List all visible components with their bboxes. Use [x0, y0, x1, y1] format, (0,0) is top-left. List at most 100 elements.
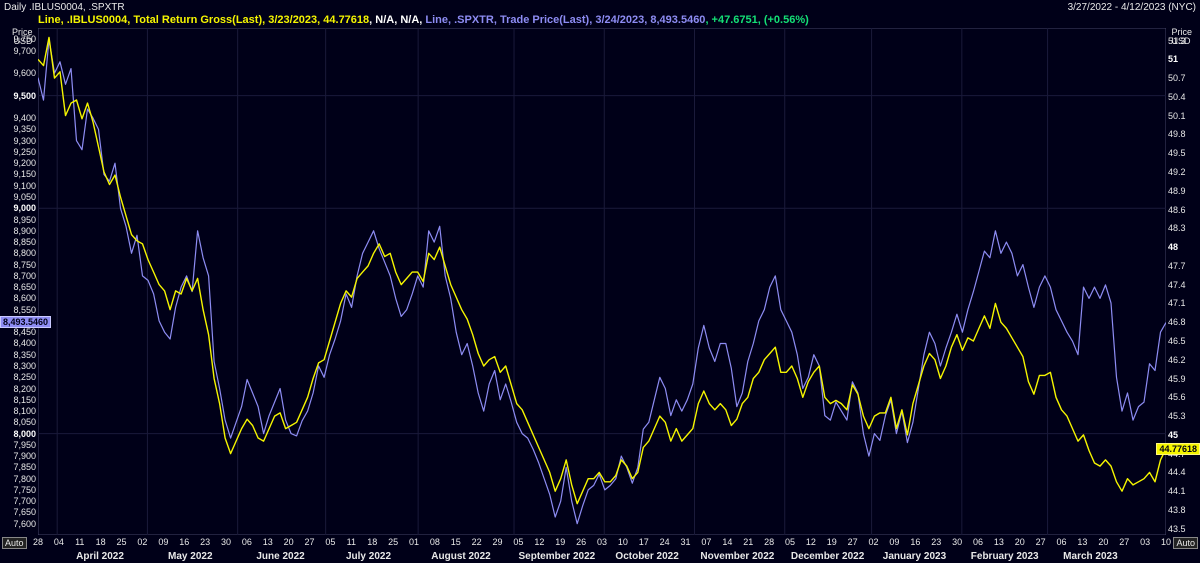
x-month-label: January 2023: [883, 551, 946, 562]
y-tick-left: 9,600: [13, 68, 36, 78]
y-tick-left: 8,050: [13, 417, 36, 427]
x-tick-day: 02: [137, 537, 147, 547]
y-tick-right: 46.5: [1168, 336, 1186, 346]
auto-scale-right-button[interactable]: Auto: [1173, 537, 1198, 549]
x-tick-day: 09: [158, 537, 168, 547]
y-tick-left: 9,050: [13, 192, 36, 202]
y-tick-left: 7,600: [13, 519, 36, 529]
x-tick-day: 14: [722, 537, 732, 547]
x-tick-day: 18: [367, 537, 377, 547]
y-tick-left: 8,850: [13, 237, 36, 247]
x-tick-day: 17: [639, 537, 649, 547]
series-line-.SPXTR: [38, 39, 1166, 523]
x-tick-day: 12: [534, 537, 544, 547]
y-tick-left: 7,700: [13, 496, 36, 506]
y-tick-right: 48.6: [1168, 205, 1186, 215]
y-tick-left: 8,800: [13, 248, 36, 258]
y-tick-right: 45.9: [1168, 374, 1186, 384]
y-tick-left: 8,350: [13, 350, 36, 360]
x-month-label: May 2022: [168, 551, 212, 562]
y-tick-left: 9,300: [13, 136, 36, 146]
legend: Line, .IBLUS0004, Total Return Gross(Las…: [38, 14, 809, 26]
left-price-badge: 8,493.5460: [0, 316, 51, 328]
y-tick-left: 8,900: [13, 226, 36, 236]
right-y-axis: 51.35150.750.450.149.849.549.248.948.648…: [1168, 28, 1200, 535]
x-tick-day: 23: [200, 537, 210, 547]
x-tick-day: 21: [743, 537, 753, 547]
y-tick-left: 9,500: [13, 91, 36, 101]
y-tick-left: 7,850: [13, 462, 36, 472]
x-tick-day: 06: [973, 537, 983, 547]
x-tick-day: 27: [1036, 537, 1046, 547]
y-tick-left: 8,450: [13, 327, 36, 337]
y-tick-right: 48: [1168, 242, 1178, 252]
y-tick-right: 47.7: [1168, 261, 1186, 271]
x-tick-day: 23: [931, 537, 941, 547]
x-tick-day: 20: [1098, 537, 1108, 547]
x-month-label: October 2022: [615, 551, 678, 562]
y-tick-left: 9,400: [13, 113, 36, 123]
y-tick-right: 45: [1168, 430, 1178, 440]
x-month-label: July 2022: [346, 551, 391, 562]
date-range: 3/27/2022 - 4/12/2023 (NYC): [1068, 2, 1196, 13]
x-tick-day: 10: [618, 537, 628, 547]
y-tick-right: 46.8: [1168, 317, 1186, 327]
x-tick-day: 27: [1119, 537, 1129, 547]
y-tick-right: 47.1: [1168, 298, 1186, 308]
y-tick-left: 8,750: [13, 260, 36, 270]
x-tick-day: 30: [952, 537, 962, 547]
y-tick-left: 9,350: [13, 124, 36, 134]
x-tick-day: 20: [1015, 537, 1025, 547]
x-month-label: April 2022: [76, 551, 124, 562]
y-tick-right: 49.5: [1168, 148, 1186, 158]
y-tick-left: 7,900: [13, 451, 36, 461]
x-tick-day: 13: [994, 537, 1004, 547]
y-tick-left: 8,700: [13, 271, 36, 281]
legend-change: , +47.6751, (+0.56%): [705, 14, 808, 26]
x-tick-day: 11: [347, 537, 356, 547]
x-tick-day: 10: [1161, 537, 1171, 547]
x-tick-day: 05: [785, 537, 795, 547]
x-tick-day: 16: [179, 537, 189, 547]
x-tick-day: 05: [325, 537, 335, 547]
y-tick-right: 47.4: [1168, 280, 1186, 290]
chart-plot-area[interactable]: [38, 28, 1166, 535]
y-tick-left: 8,950: [13, 215, 36, 225]
x-tick-day: 20: [284, 537, 294, 547]
legend-series-2: Line, .SPXTR, Trade Price(Last), 3/24/20…: [425, 14, 705, 26]
x-tick-day: 11: [75, 537, 84, 547]
x-tick-day: 02: [869, 537, 879, 547]
y-tick-right: 49.2: [1168, 167, 1186, 177]
y-tick-left: 7,650: [13, 507, 36, 517]
x-month-label: August 2022: [431, 551, 490, 562]
y-tick-left: 7,750: [13, 485, 36, 495]
x-tick-day: 04: [54, 537, 64, 547]
x-tick-day: 06: [242, 537, 252, 547]
x-tick-day: 03: [1140, 537, 1150, 547]
x-tick-day: 27: [305, 537, 315, 547]
x-tick-day: 05: [513, 537, 523, 547]
y-tick-right: 43.8: [1168, 505, 1186, 515]
x-axis-months: April 2022May 2022June 2022July 2022Augu…: [38, 551, 1166, 563]
x-tick-day: 22: [472, 537, 482, 547]
x-month-label: February 2023: [971, 551, 1039, 562]
y-tick-right: 51: [1168, 54, 1178, 64]
x-tick-day: 15: [451, 537, 461, 547]
y-tick-right: 49.8: [1168, 129, 1186, 139]
y-tick-left: 8,150: [13, 395, 36, 405]
x-tick-day: 18: [96, 537, 106, 547]
x-tick-day: 12: [806, 537, 816, 547]
y-tick-right: 48.9: [1168, 186, 1186, 196]
auto-scale-left-button[interactable]: Auto: [2, 537, 27, 549]
y-tick-left: 8,600: [13, 293, 36, 303]
y-tick-left: 8,100: [13, 406, 36, 416]
y-tick-right: 45.6: [1168, 392, 1186, 402]
x-tick-day: 13: [1077, 537, 1087, 547]
y-tick-left: 9,100: [13, 181, 36, 191]
x-tick-day: 19: [555, 537, 565, 547]
y-tick-right: 46.2: [1168, 355, 1186, 365]
x-tick-day: 07: [701, 537, 711, 547]
legend-series-1: Line, .IBLUS0004, Total Return Gross(Las…: [38, 14, 369, 26]
y-tick-right: 44.4: [1168, 467, 1186, 477]
y-tick-right: 50.1: [1168, 111, 1186, 121]
